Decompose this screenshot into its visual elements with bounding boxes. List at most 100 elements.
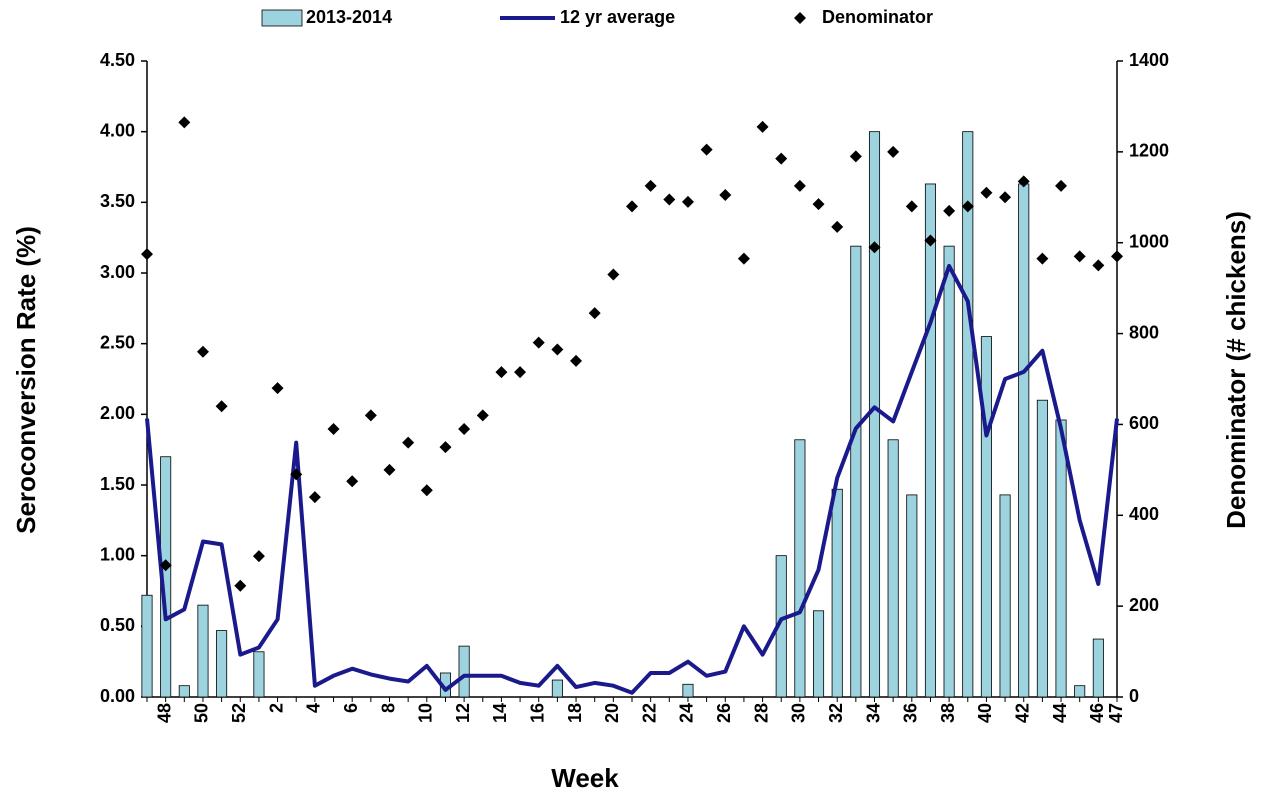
- point: [420, 484, 433, 497]
- x-tick-label: 8: [378, 703, 398, 713]
- legend-swatch: [261, 9, 303, 27]
- x-tick-label: 6: [341, 703, 361, 713]
- bar: [1055, 419, 1067, 698]
- point: [458, 422, 471, 435]
- bar: [1018, 183, 1030, 698]
- point: [626, 200, 638, 213]
- point: [943, 204, 956, 217]
- bar: [1074, 685, 1086, 698]
- point: [159, 559, 172, 572]
- point: [1111, 250, 1123, 263]
- point: [439, 441, 452, 454]
- bar: [943, 245, 955, 698]
- x-tick-label: 18: [565, 703, 585, 723]
- x-tick-label: 46: [1087, 703, 1107, 723]
- point: [849, 150, 862, 163]
- x-tick-label: 36: [901, 703, 921, 723]
- x-tick-label: 20: [602, 703, 622, 723]
- point: [887, 145, 900, 158]
- point: [737, 252, 750, 265]
- point: [495, 366, 508, 379]
- point: [1092, 259, 1105, 272]
- point: [681, 195, 694, 208]
- legend-swatch: [794, 12, 806, 24]
- point: [178, 116, 191, 129]
- point: [476, 409, 489, 422]
- bar: [962, 131, 974, 698]
- point: [980, 186, 993, 199]
- point: [607, 268, 620, 281]
- point: [1073, 250, 1086, 263]
- point: [719, 189, 732, 202]
- point: [252, 550, 265, 563]
- x-tick-label: 32: [826, 703, 846, 723]
- x-tick-label: 12: [453, 703, 473, 723]
- x-tick-label: 26: [714, 703, 734, 723]
- x-tick-label: 44: [1050, 703, 1070, 723]
- point: [402, 436, 415, 449]
- x-tick-label: 47: [1106, 703, 1126, 723]
- point: [346, 475, 359, 488]
- y-tick-label: 2.00: [100, 403, 135, 423]
- x-tick-label: 2: [266, 703, 286, 713]
- x-tick-label: 38: [938, 703, 958, 723]
- x-tick-label: 30: [789, 703, 809, 723]
- y-tick-label: 2.50: [100, 332, 135, 352]
- bar: [141, 594, 153, 698]
- y2-tick-label: 600: [1129, 413, 1159, 433]
- point: [234, 579, 247, 592]
- y2-axis-title: Denominator (# chickens): [1221, 211, 1251, 529]
- point: [514, 366, 527, 379]
- bar: [551, 679, 563, 698]
- y2-tick-label: 1400: [1129, 50, 1169, 70]
- bar: [924, 183, 936, 698]
- y-tick-label: 3.00: [100, 262, 135, 282]
- bar: [906, 494, 918, 698]
- point: [700, 143, 713, 156]
- point: [364, 409, 377, 422]
- y-tick-label: 1.50: [100, 474, 135, 494]
- point: [924, 234, 937, 247]
- legend-label: 2013-2014: [306, 7, 392, 27]
- bar: [682, 683, 694, 698]
- y-tick-label: 1.00: [100, 544, 135, 564]
- point: [999, 191, 1012, 204]
- x-tick-label: 22: [639, 703, 659, 723]
- x-tick-label: 50: [192, 703, 212, 723]
- point: [327, 422, 340, 435]
- x-tick-label: 24: [677, 703, 697, 723]
- point: [1036, 252, 1049, 265]
- point: [215, 400, 228, 413]
- point: [793, 179, 806, 192]
- x-tick-label: 34: [863, 703, 883, 723]
- point: [831, 220, 844, 233]
- line: [145, 263, 1119, 695]
- y-tick-label: 3.50: [100, 191, 135, 211]
- point: [756, 120, 769, 133]
- point: [905, 200, 918, 213]
- x-tick-label: 4: [304, 703, 324, 713]
- x-tick-label: 14: [490, 703, 510, 723]
- point: [812, 198, 825, 211]
- bar: [813, 610, 825, 698]
- point: [961, 200, 974, 213]
- y2-tick-label: 800: [1129, 322, 1159, 342]
- bar: [197, 604, 209, 698]
- y-tick-label: 4.00: [100, 120, 135, 140]
- y-tick-label: 0.00: [100, 686, 135, 706]
- point: [868, 241, 881, 254]
- point: [570, 354, 583, 367]
- point: [383, 463, 396, 476]
- point: [775, 152, 788, 165]
- point: [196, 345, 209, 358]
- point: [141, 248, 153, 261]
- y-tick-label: 0.50: [100, 615, 135, 635]
- legend-label: Denominator: [822, 7, 933, 27]
- point: [271, 382, 284, 395]
- x-tick-label: 48: [154, 703, 174, 723]
- bar: [178, 685, 190, 698]
- bar: [980, 336, 992, 698]
- bar: [1036, 399, 1048, 698]
- point: [644, 179, 657, 192]
